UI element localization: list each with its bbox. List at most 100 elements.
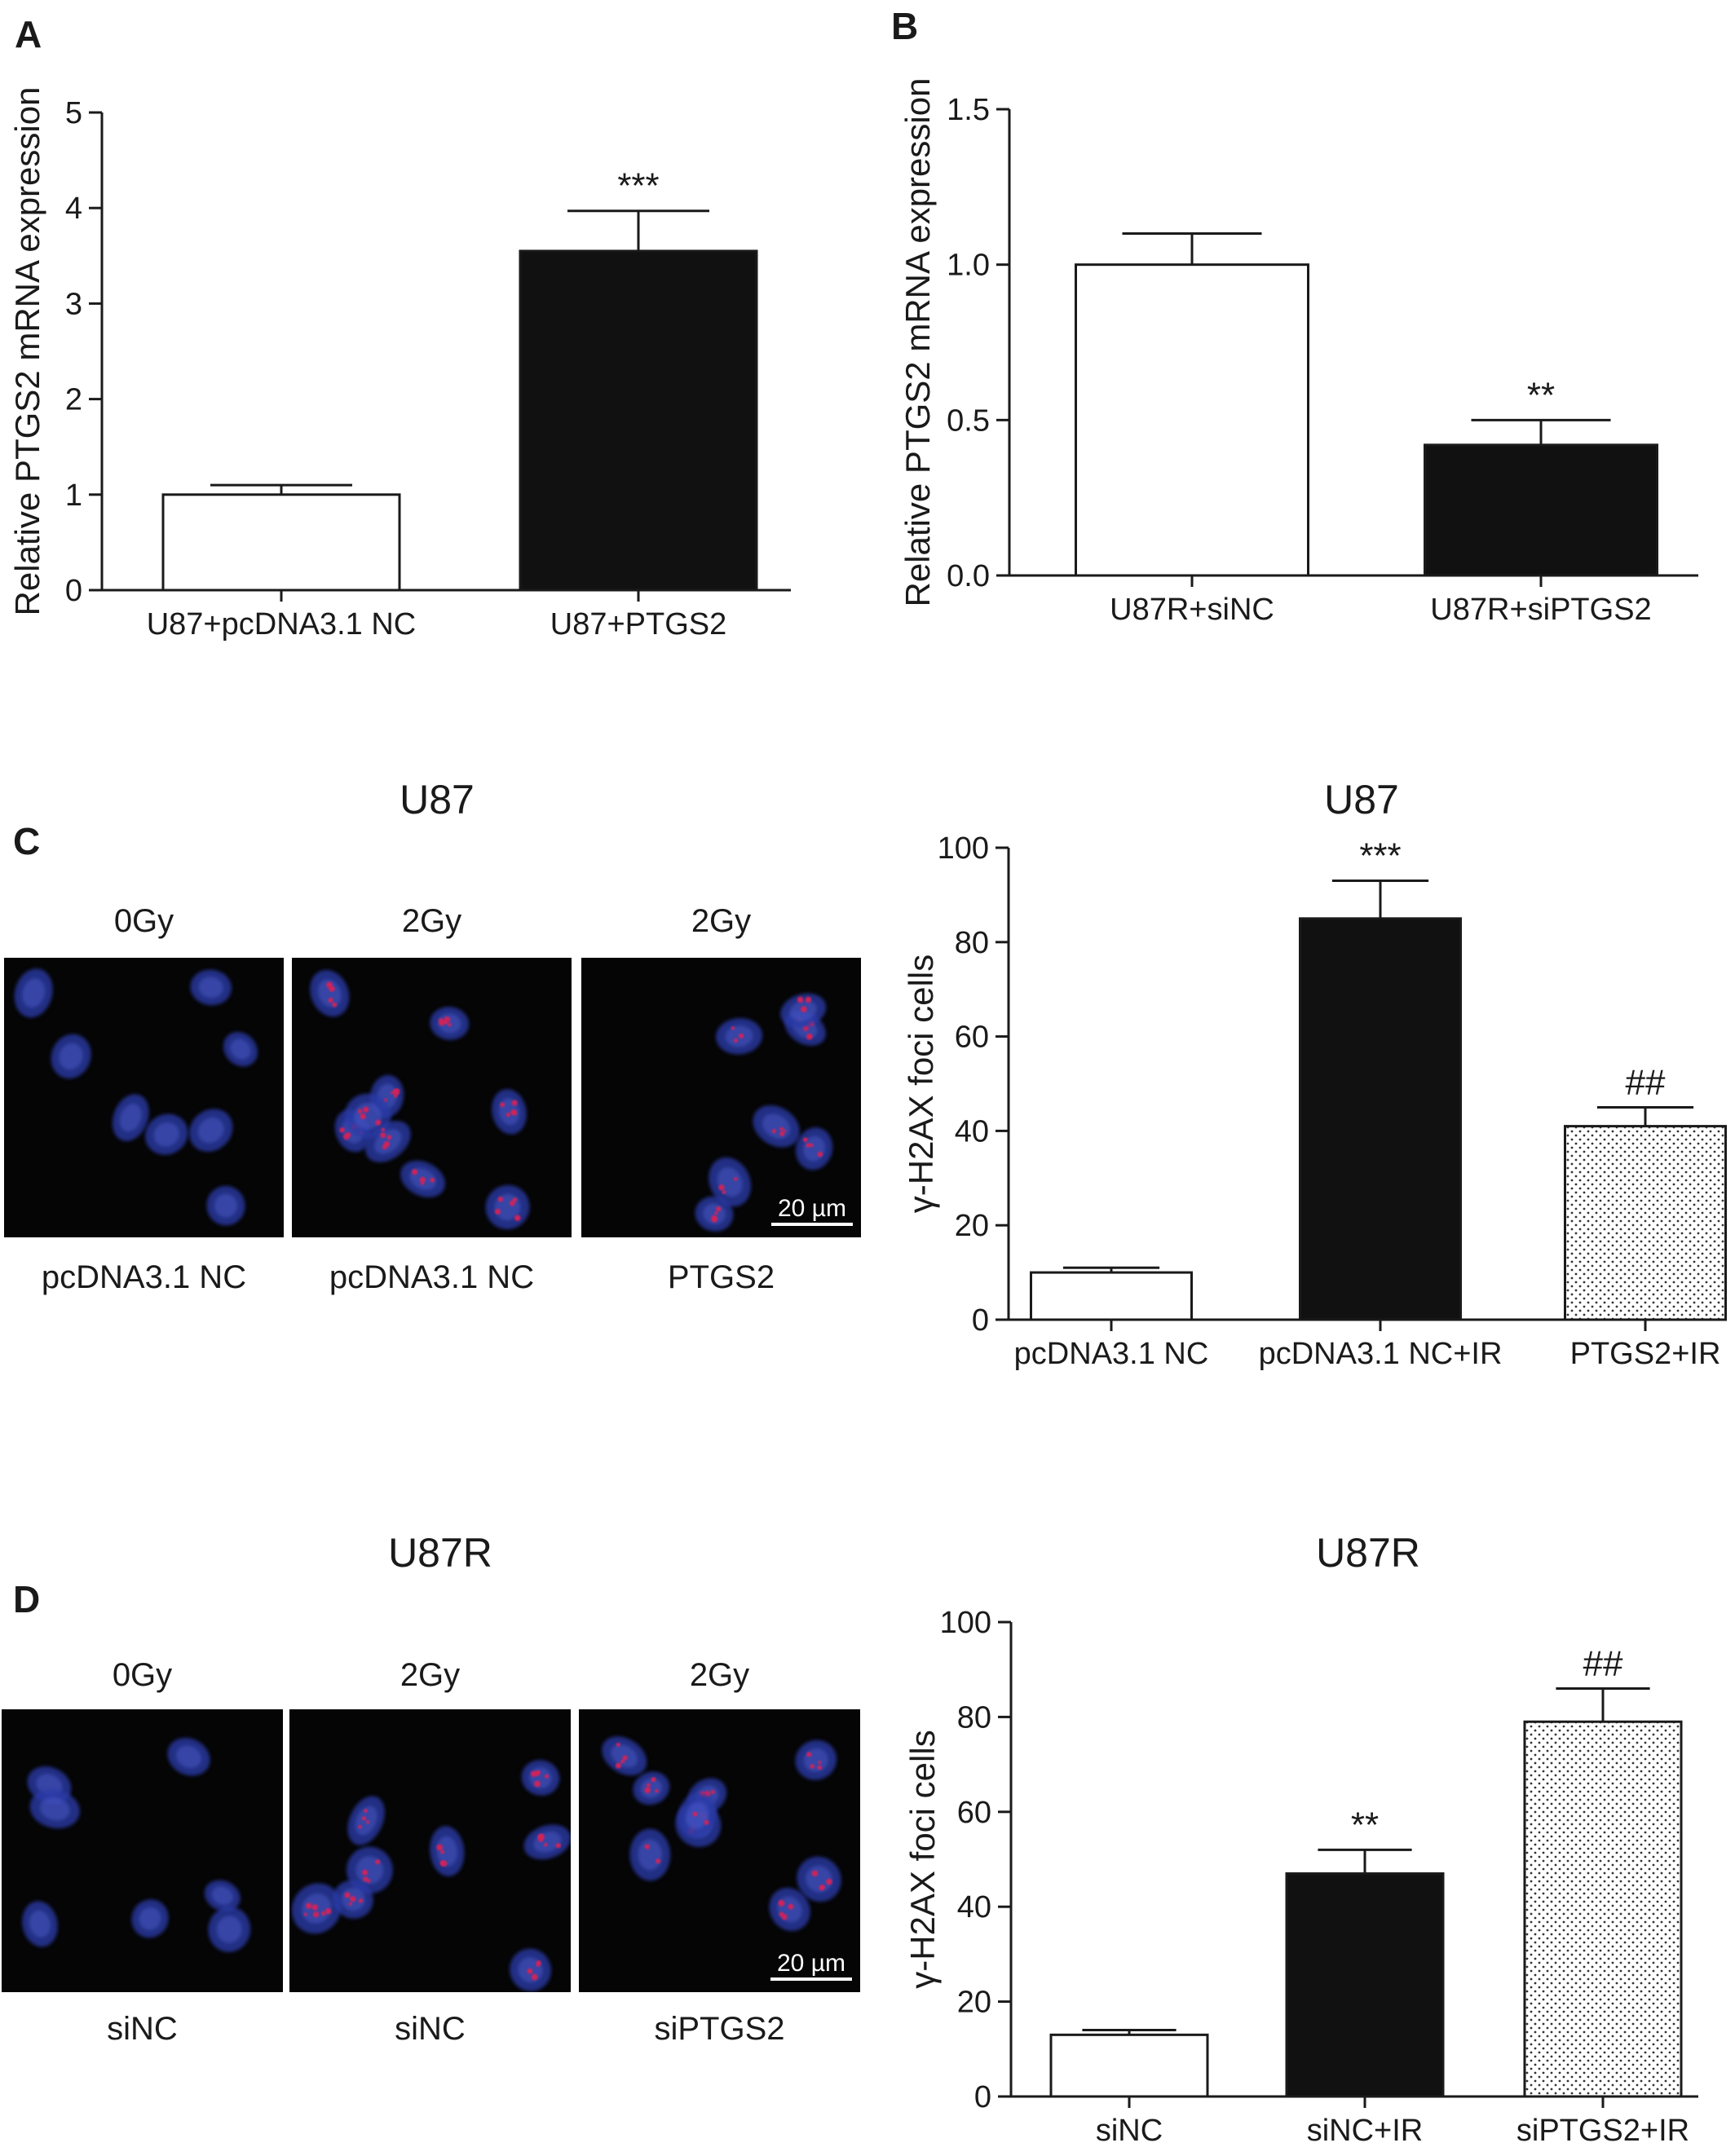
foci-dot bbox=[722, 1190, 726, 1194]
foci-dot bbox=[436, 1844, 444, 1851]
foci-dot bbox=[440, 1850, 445, 1854]
foci-dot bbox=[363, 1106, 369, 1113]
foci-dot bbox=[531, 1973, 538, 1981]
micrograph-3 bbox=[579, 1709, 860, 1992]
y-tick-label: 20 bbox=[955, 1209, 989, 1243]
foci-dot bbox=[779, 1131, 785, 1137]
category-label: U87+PTGS2 bbox=[550, 607, 727, 642]
foci-dot bbox=[320, 1911, 326, 1916]
bar-1 bbox=[1049, 2033, 1209, 2098]
foci-dot bbox=[497, 1196, 504, 1202]
foci-dot bbox=[332, 1002, 338, 1007]
foci-dot bbox=[380, 1132, 386, 1139]
foci-dot bbox=[512, 1197, 518, 1202]
foci-dot bbox=[339, 1126, 345, 1133]
foci-dot bbox=[537, 1834, 543, 1840]
micrographs-d: 0Gy siNC 2Gy siNC 2Gy siPTGS2 20 µm bbox=[2, 1657, 860, 2047]
foci-dot bbox=[644, 1787, 651, 1793]
nucleus-core bbox=[139, 1907, 161, 1930]
nucleus-core bbox=[39, 1797, 70, 1821]
foci-dot bbox=[375, 1859, 381, 1865]
y-tick-label: 40 bbox=[957, 1890, 991, 1925]
y-tick-label: 60 bbox=[955, 1021, 989, 1055]
micrograph-1 bbox=[4, 958, 284, 1237]
micrograph-background bbox=[2, 1709, 283, 1992]
foci-dot bbox=[716, 1206, 722, 1212]
panel-a: A 0 1 2 3 4 5 Relative PTGS2 mRNA expression U8… bbox=[8, 13, 791, 642]
foci-dot bbox=[329, 985, 335, 992]
category-label: siNC bbox=[1096, 2114, 1163, 2148]
nucleus-core bbox=[686, 1801, 709, 1829]
panel-d: D U87R 0Gy siNC 2Gy siNC 2Gy siPTGS2 20 µm U87… bbox=[2, 1530, 1698, 2148]
foci-dot bbox=[806, 1143, 810, 1148]
significance-label: ## bbox=[1583, 1643, 1623, 1683]
nucleus-core bbox=[436, 1836, 457, 1867]
foci-dot bbox=[655, 1788, 659, 1793]
micrograph-1 bbox=[2, 1709, 283, 1992]
nucleus-core bbox=[29, 1910, 51, 1938]
dose-label: 0Gy bbox=[114, 903, 174, 939]
foci-dot bbox=[806, 1752, 812, 1757]
foci-dot bbox=[358, 1824, 362, 1829]
dose-label: 2Gy bbox=[691, 903, 751, 939]
y-tick-label: 0 bbox=[65, 574, 82, 608]
foci-dot bbox=[324, 1907, 332, 1915]
foci-dot bbox=[350, 1895, 356, 1902]
chart-title-c: U87 bbox=[1324, 777, 1399, 822]
y-tick-label: 0.0 bbox=[947, 559, 990, 593]
bar-1 bbox=[1030, 1271, 1193, 1321]
bar-3 bbox=[1523, 1720, 1683, 2098]
foci-dot bbox=[443, 1019, 448, 1025]
foci-dot bbox=[714, 1210, 718, 1215]
nucleus-core bbox=[119, 1103, 142, 1132]
foci-dot bbox=[419, 1176, 426, 1184]
foci-dot bbox=[620, 1759, 625, 1764]
foci-dot bbox=[805, 996, 812, 1003]
foci-dot bbox=[533, 1780, 541, 1788]
foci-dot bbox=[344, 1892, 351, 1898]
y-tick-label: 3 bbox=[65, 287, 82, 321]
panel-letter-c: C bbox=[13, 820, 40, 862]
chart-c: 0 20 40 60 80 100 γ-H2AX foci cells pcDNA3.1 NC… bbox=[902, 831, 1727, 1371]
nucleus-core bbox=[317, 979, 342, 1007]
y-tick-label: 80 bbox=[957, 1700, 991, 1735]
treatment-label: siNC bbox=[395, 2011, 466, 2047]
foci-dot bbox=[555, 1842, 561, 1849]
foci-dot bbox=[797, 996, 804, 1003]
foci-dot bbox=[806, 1033, 813, 1040]
category-label: siPTGS2+IR bbox=[1516, 2114, 1689, 2148]
panel-letter-d: D bbox=[13, 1578, 40, 1620]
foci-dot bbox=[381, 1127, 386, 1132]
foci-dot bbox=[382, 1144, 388, 1150]
y-tick-label: 100 bbox=[940, 1606, 991, 1640]
foci-dot bbox=[348, 1902, 352, 1906]
foci-dot bbox=[818, 1760, 822, 1765]
nucleus-core bbox=[175, 1745, 202, 1769]
foci-dot bbox=[364, 1809, 368, 1813]
foci-dot bbox=[809, 1143, 814, 1148]
bar-1 bbox=[161, 493, 401, 592]
treatment-label: siNC bbox=[107, 2011, 178, 2047]
significance-label: ## bbox=[1626, 1062, 1666, 1102]
foci-dot bbox=[778, 1899, 785, 1907]
nucleus-core bbox=[153, 1122, 179, 1147]
foci-dot bbox=[817, 1765, 823, 1770]
foci-dot bbox=[731, 1025, 735, 1030]
foci-dot bbox=[511, 1100, 518, 1106]
foci-dot bbox=[386, 1135, 392, 1140]
dose-label: 0Gy bbox=[113, 1657, 172, 1693]
foci-dot bbox=[500, 1102, 505, 1108]
y-axis-label: γ-H2AX foci cells bbox=[903, 1730, 942, 1988]
category-label: pcDNA3.1 NC bbox=[1014, 1337, 1209, 1371]
micrograph-2 bbox=[289, 1709, 571, 1992]
treatment-label: siPTGS2 bbox=[654, 2011, 784, 2047]
dose-label: 2Gy bbox=[690, 1657, 749, 1693]
y-tick-label: 0 bbox=[974, 2080, 991, 2114]
foci-dot bbox=[365, 1820, 370, 1824]
foci-dot bbox=[360, 1113, 366, 1120]
foci-dot bbox=[651, 1777, 656, 1783]
foci-dot bbox=[733, 1038, 739, 1043]
y-tick-label: 40 bbox=[955, 1114, 989, 1149]
treatment-label: PTGS2 bbox=[668, 1259, 775, 1295]
